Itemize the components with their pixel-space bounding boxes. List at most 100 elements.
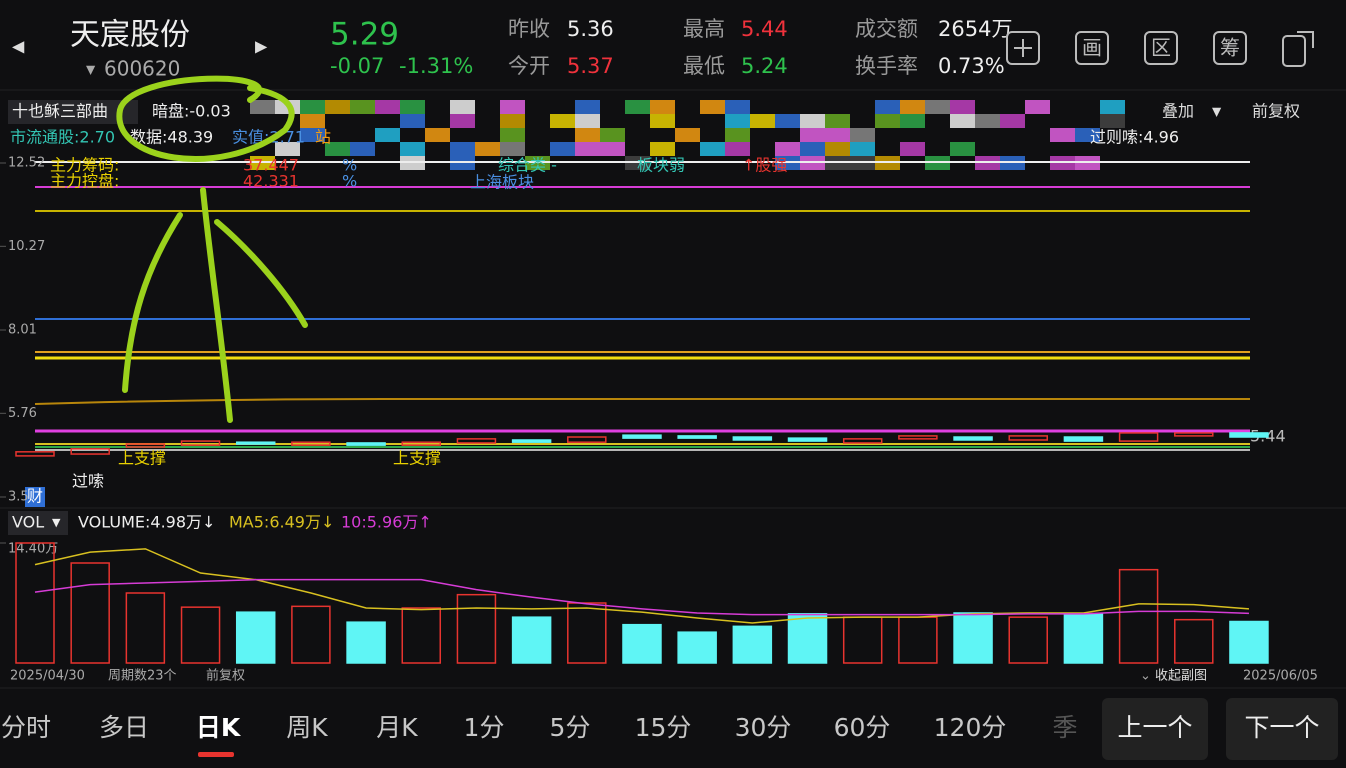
candle-body bbox=[1174, 432, 1214, 437]
mosaic-cell bbox=[650, 114, 675, 128]
candle-body bbox=[1118, 432, 1159, 442]
volume-selector[interactable] bbox=[8, 511, 68, 535]
tab[interactable]: 1分 bbox=[464, 713, 505, 742]
rotate-icon bbox=[1297, 31, 1314, 48]
tool-label: 区 bbox=[1151, 36, 1171, 60]
next-button[interactable] bbox=[1226, 698, 1338, 760]
tool-button[interactable] bbox=[1144, 31, 1178, 65]
tab[interactable]: 周K bbox=[286, 713, 328, 742]
finance-badge[interactable] bbox=[25, 487, 45, 507]
volume-bar bbox=[511, 616, 552, 664]
annotation: 财 bbox=[27, 487, 43, 506]
mosaic-cell bbox=[875, 114, 900, 128]
stat-label: 最低 bbox=[683, 54, 725, 78]
candle-body bbox=[898, 435, 938, 440]
stat-label: 最高 bbox=[683, 17, 725, 41]
stat-value: 5.44 bbox=[741, 17, 788, 41]
nav-button-label[interactable]: 上一个 bbox=[1117, 713, 1192, 742]
mosaic-cell bbox=[575, 142, 600, 156]
mosaic-cell bbox=[1100, 114, 1125, 128]
dropdown[interactable]: ▼ bbox=[86, 63, 96, 77]
mosaic-cell bbox=[375, 100, 400, 114]
hand-stroke bbox=[200, 187, 233, 423]
collapse-button[interactable]: ⌄ bbox=[1140, 669, 1151, 684]
mosaic-cell bbox=[550, 114, 575, 128]
volume-bar bbox=[732, 625, 773, 664]
stock-code: 600620 bbox=[104, 57, 180, 81]
prev-arrow[interactable]: ◀ bbox=[12, 37, 25, 56]
overlay-button[interactable]: 叠加 bbox=[1162, 102, 1194, 121]
mosaic-cell bbox=[450, 114, 475, 128]
tab[interactable]: 60分 bbox=[834, 713, 891, 742]
mosaic-cell bbox=[700, 100, 725, 114]
annotation: 过嗦 bbox=[72, 472, 104, 491]
mosaic-cell bbox=[875, 100, 900, 114]
volume-bar bbox=[401, 607, 442, 664]
mosaic-cell bbox=[725, 128, 750, 142]
mosaic-cell bbox=[825, 128, 850, 142]
mosaic-cell bbox=[800, 114, 825, 128]
volume-bar bbox=[15, 542, 55, 664]
mosaic-cell bbox=[325, 100, 350, 114]
change: -0.07 bbox=[330, 54, 384, 78]
candle-body bbox=[511, 439, 552, 443]
candle-body bbox=[180, 440, 221, 446]
mosaic-cell bbox=[300, 114, 325, 128]
volume-bar bbox=[456, 593, 497, 664]
tab[interactable]: 日K bbox=[196, 713, 242, 742]
candle-body bbox=[235, 441, 276, 445]
dropdown[interactable]: ▼ bbox=[52, 516, 61, 529]
mosaic-cell bbox=[275, 142, 300, 156]
tab[interactable]: 分时 bbox=[1, 713, 51, 742]
price: 5.29 bbox=[330, 17, 399, 53]
nav-button-label[interactable]: 下一个 bbox=[1244, 713, 1319, 742]
mosaic-cell bbox=[550, 142, 575, 156]
mosaic-cell bbox=[850, 128, 875, 142]
candle-body bbox=[15, 451, 55, 457]
indicator-name: 十也稣三部曲 bbox=[12, 102, 108, 121]
candle-body bbox=[70, 448, 110, 455]
next-arrow[interactable]: ▶ bbox=[255, 37, 268, 56]
tab[interactable]: 5分 bbox=[550, 713, 591, 742]
volume-bar bbox=[1174, 618, 1214, 664]
mosaic-cell bbox=[1000, 114, 1025, 128]
add-button[interactable] bbox=[1006, 31, 1040, 65]
tab[interactable]: 120分 bbox=[934, 713, 1007, 742]
mosaic-cell bbox=[750, 114, 775, 128]
candle-body bbox=[346, 442, 386, 446]
volume-bar bbox=[346, 621, 386, 664]
stat-value: 5.36 bbox=[567, 17, 614, 41]
candle-body bbox=[622, 434, 662, 439]
collapse-button[interactable]: 收起副图 bbox=[1155, 669, 1207, 684]
mosaic-cell bbox=[325, 142, 350, 156]
tool-button[interactable] bbox=[1213, 31, 1247, 65]
hand-stroke bbox=[122, 212, 183, 393]
y-tick-label: 8.01 bbox=[8, 323, 37, 338]
mosaic-cell bbox=[425, 128, 450, 142]
volume-label: VOLUME:4.98万↓ bbox=[78, 513, 215, 532]
ma10-label: 10:5.96万↑ bbox=[341, 513, 432, 532]
tool-button[interactable] bbox=[1075, 31, 1109, 65]
tab[interactable]: 30分 bbox=[735, 713, 792, 742]
volume-bar bbox=[180, 606, 221, 664]
indicator-selector[interactable] bbox=[8, 100, 138, 124]
tab[interactable]: 多日 bbox=[99, 713, 149, 742]
mosaic-cell bbox=[500, 100, 525, 114]
prev-button[interactable] bbox=[1102, 698, 1208, 760]
mosaic-cell bbox=[575, 114, 600, 128]
mosaic-cell bbox=[725, 142, 750, 156]
tab[interactable]: 月K bbox=[376, 713, 418, 742]
tab[interactable]: 季 bbox=[1052, 713, 1077, 742]
rotate-button[interactable] bbox=[1282, 35, 1306, 67]
adjust-button[interactable]: 前复权 bbox=[1252, 102, 1300, 121]
candle-body bbox=[567, 436, 607, 443]
indicator-value: 过则嗦:4.96 bbox=[1090, 128, 1179, 147]
tab[interactable]: 15分 bbox=[635, 713, 692, 742]
dropdown[interactable]: ▼ bbox=[1212, 105, 1222, 119]
annotation: ↑股强 bbox=[742, 156, 787, 175]
mosaic-cell bbox=[900, 142, 925, 156]
candle-body bbox=[732, 436, 773, 441]
mosaic-cell bbox=[900, 114, 925, 128]
indicator-value: 市流通股:2.70 bbox=[10, 128, 115, 147]
